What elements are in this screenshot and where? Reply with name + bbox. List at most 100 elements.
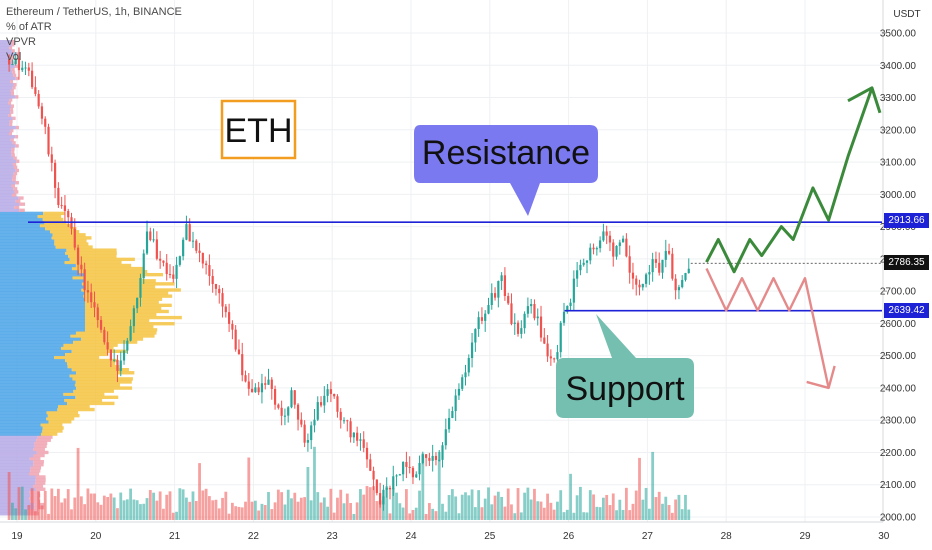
vpvr-bar: [0, 233, 53, 237]
y-tick-label: 2700.00: [880, 287, 917, 298]
volume-bar: [244, 501, 247, 520]
volume-bar: [27, 504, 31, 520]
volume-bar: [500, 496, 504, 520]
candle-up: [664, 250, 667, 260]
candle-down: [116, 359, 119, 371]
candle-down: [155, 239, 158, 259]
candle-up: [572, 278, 575, 303]
vpvr-bar: [0, 395, 76, 399]
candle-up: [615, 245, 618, 257]
candle-up: [122, 350, 126, 361]
volume-bar: [171, 512, 175, 520]
volume-bar: [562, 512, 566, 520]
volume-bar: [221, 497, 224, 520]
candle-down: [247, 381, 250, 389]
candle-up: [530, 304, 533, 307]
vpvr-bar: [0, 389, 74, 393]
vpvr-bar: [0, 64, 15, 68]
candle-up: [113, 359, 116, 361]
candle-down: [329, 389, 332, 394]
vpvr-bar: [0, 236, 52, 240]
vpvr-bar: [0, 92, 12, 96]
vpvr-bar: [35, 475, 46, 479]
volume-bar: [395, 492, 398, 520]
vpvr-bar: [51, 236, 92, 240]
volume-bar: [651, 451, 655, 520]
volume-bar: [240, 507, 244, 520]
volume-bar: [178, 488, 182, 520]
volume-bar: [191, 491, 195, 520]
vpvr-bar: [54, 355, 100, 360]
volume-bar: [339, 489, 343, 520]
vpvr-bar: [0, 358, 66, 363]
candle-up: [182, 239, 185, 257]
vpvr-bar: [13, 187, 18, 191]
candle-down: [241, 354, 244, 376]
candle-up: [415, 474, 418, 478]
candle-up: [444, 429, 447, 446]
volume-bar: [116, 508, 119, 520]
x-tick-label: 19: [11, 531, 23, 542]
volume-bar: [355, 502, 359, 520]
volume-bar: [533, 488, 536, 520]
candle-down: [507, 296, 510, 304]
candle-up: [622, 238, 625, 243]
candle-up: [497, 281, 500, 298]
vpvr-bar: [81, 282, 175, 286]
volume-bar: [506, 488, 510, 520]
volume-bar: [181, 489, 185, 520]
volume-bar: [102, 495, 106, 520]
vpvr-bar: [0, 49, 12, 53]
volume-bar: [490, 504, 494, 520]
indicator-vol[interactable]: Vol: [6, 51, 22, 63]
vpvr-bar: [67, 364, 120, 369]
candle-up: [352, 432, 355, 438]
candle-up: [178, 256, 181, 265]
vpvr-bar: [15, 144, 19, 148]
vpvr-bar: [0, 410, 47, 415]
candle-up: [457, 388, 461, 396]
vpvr-bar: [11, 147, 15, 151]
candle-up: [500, 275, 503, 282]
volume-bar: [63, 498, 67, 520]
volume-bar: [654, 497, 658, 520]
vpvr-bar: [0, 306, 85, 311]
volume-bar: [208, 496, 211, 520]
vpvr-bar: [0, 190, 15, 194]
candle-up: [585, 260, 589, 263]
vpvr-bar: [85, 279, 156, 283]
candle-up: [418, 463, 421, 475]
candle-up: [11, 64, 14, 66]
resistance-callout: [414, 125, 598, 216]
candle-down: [31, 70, 34, 88]
support-price-tag: 2639.42: [884, 303, 929, 318]
vpvr-bar: [39, 223, 71, 228]
vpvr-bar: [80, 337, 144, 341]
symbol-title[interactable]: Ethereum / TetherUS, 1h, BINANCE: [6, 6, 182, 18]
vpvr-bar: [0, 441, 35, 445]
indicator-vpvr[interactable]: VPVR: [6, 36, 36, 48]
vpvr-bar: [15, 181, 19, 185]
candle-down: [221, 293, 224, 307]
vpvr-bar: [0, 156, 14, 160]
volume-bar: [592, 494, 595, 520]
candle-down: [224, 306, 227, 313]
vpvr-bar: [0, 40, 12, 44]
candle-up: [523, 313, 526, 329]
vpvr-bar: [42, 429, 63, 433]
volume-bar: [296, 501, 300, 520]
vpvr-bar: [34, 444, 47, 449]
indicator-atr[interactable]: % of ATR: [6, 21, 52, 33]
candle-up: [648, 272, 651, 275]
candle-up: [129, 326, 132, 341]
candle-up: [559, 322, 562, 353]
candle-down: [83, 269, 86, 291]
vpvr-bar: [0, 125, 16, 130]
vpvr-bar: [15, 52, 19, 56]
vpvr-bar: [0, 475, 36, 479]
volume-bar: [247, 457, 251, 520]
vpvr-bar: [36, 450, 49, 455]
candle-up: [536, 316, 539, 319]
candle-down: [96, 307, 99, 321]
